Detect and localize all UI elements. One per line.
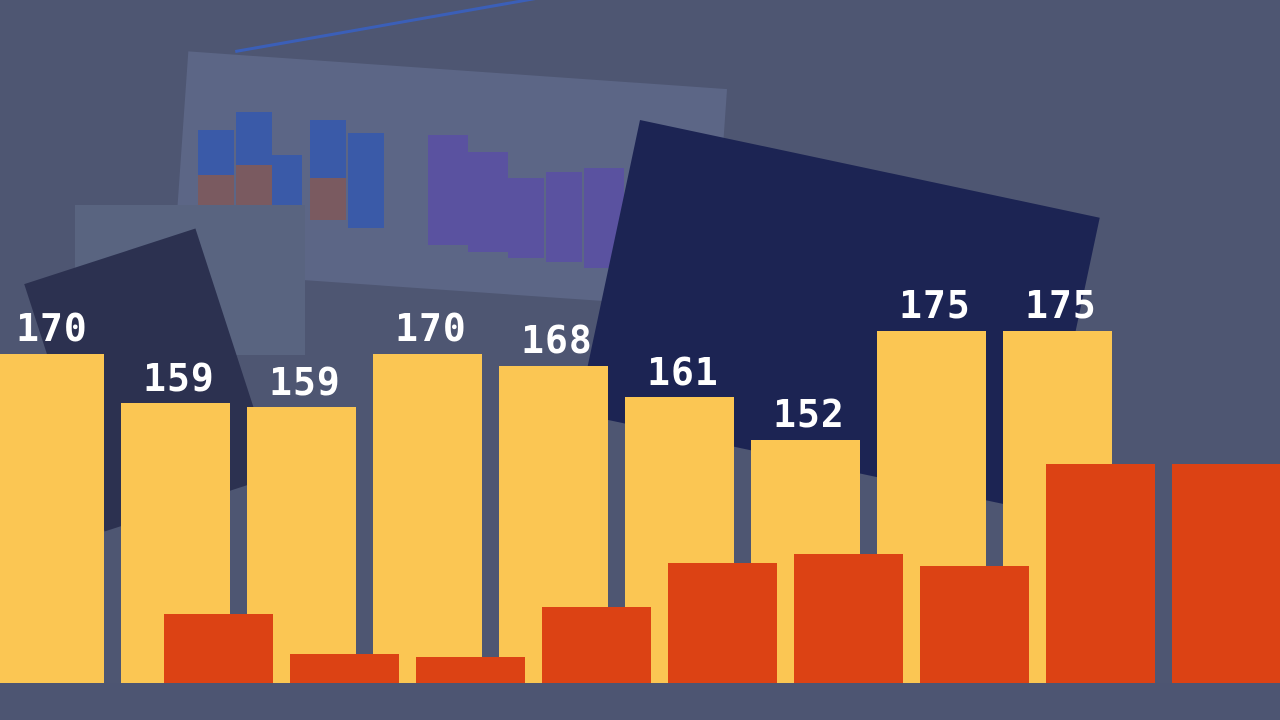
background-minibar <box>508 178 544 258</box>
bar-orange-8 <box>920 566 1029 683</box>
background-minibar <box>198 175 234 205</box>
bar-yellow-4 <box>373 354 482 683</box>
bar-yellow-1 <box>0 354 104 683</box>
background-minibar <box>348 133 384 228</box>
bar-orange-2 <box>164 614 273 683</box>
bar-label-8: 175 <box>899 283 971 327</box>
bar-label-3: 159 <box>269 360 341 404</box>
bar-orange-5 <box>542 607 651 683</box>
background-minibar <box>468 152 508 252</box>
background-minibar <box>236 165 272 210</box>
bar-label-7: 152 <box>773 392 845 436</box>
bar-orange-4 <box>416 657 525 683</box>
chart-baseline-strip <box>0 683 1280 720</box>
bar-label-1: 170 <box>16 306 88 350</box>
background-minibar <box>310 178 346 220</box>
bar-orange-6 <box>668 563 777 683</box>
bar-orange-7 <box>794 554 903 683</box>
bar-label-6: 161 <box>647 350 719 394</box>
bar-orange-3 <box>290 654 399 683</box>
background-minibar <box>546 172 582 262</box>
background-minibar <box>428 135 468 245</box>
bar-label-4: 170 <box>395 306 467 350</box>
bar-label-5: 168 <box>521 318 593 362</box>
bar-orange-9 <box>1046 464 1155 683</box>
bar-label-9: 175 <box>1025 283 1097 327</box>
bar-orange-10 <box>1172 464 1280 683</box>
bar-label-2: 159 <box>143 356 215 400</box>
